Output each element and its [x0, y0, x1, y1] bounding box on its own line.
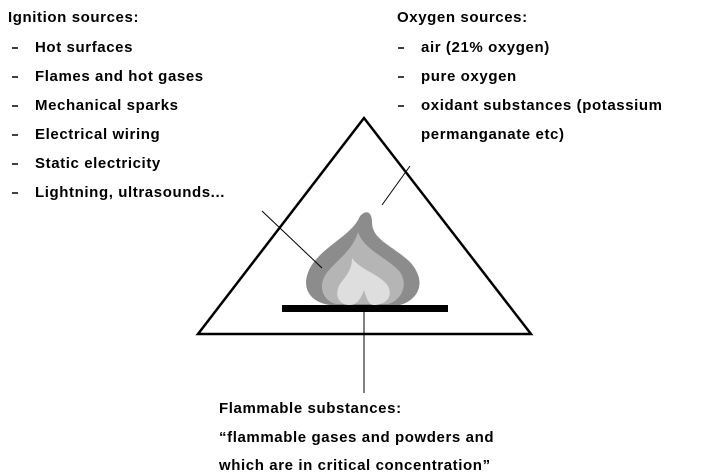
- oxygen-item: oxidant substances (potassium: [421, 97, 663, 114]
- oxygen-item: air (21% oxygen): [421, 39, 550, 56]
- fuel-line: which are in critical concentration”: [218, 457, 491, 474]
- ignition-item: Mechanical sparks: [35, 97, 179, 114]
- ignition-item: Lightning, ultrasounds...: [35, 184, 225, 201]
- oxygen-item: pure oxygen: [421, 68, 517, 85]
- fuel-bar: [282, 305, 448, 312]
- ignition-item: Electrical wiring: [35, 126, 160, 143]
- ignition-item: Hot surfaces: [35, 39, 133, 56]
- ignition-title: Ignition sources:: [8, 9, 139, 26]
- oxygen-item: permanganate etc): [421, 126, 565, 143]
- ignition-item: Static electricity: [35, 155, 161, 172]
- fuel-line: “flammable gases and powders and: [219, 429, 494, 446]
- oxygen-title: Oxygen sources:: [397, 9, 528, 26]
- oxygen-pointer: [382, 166, 410, 205]
- ignition-item: Flames and hot gases: [35, 68, 204, 85]
- fire-triangle-diagram: Ignition sources: Oxygen sources: Flamma…: [0, 0, 702, 474]
- fuel-title: Flammable substances:: [219, 400, 402, 417]
